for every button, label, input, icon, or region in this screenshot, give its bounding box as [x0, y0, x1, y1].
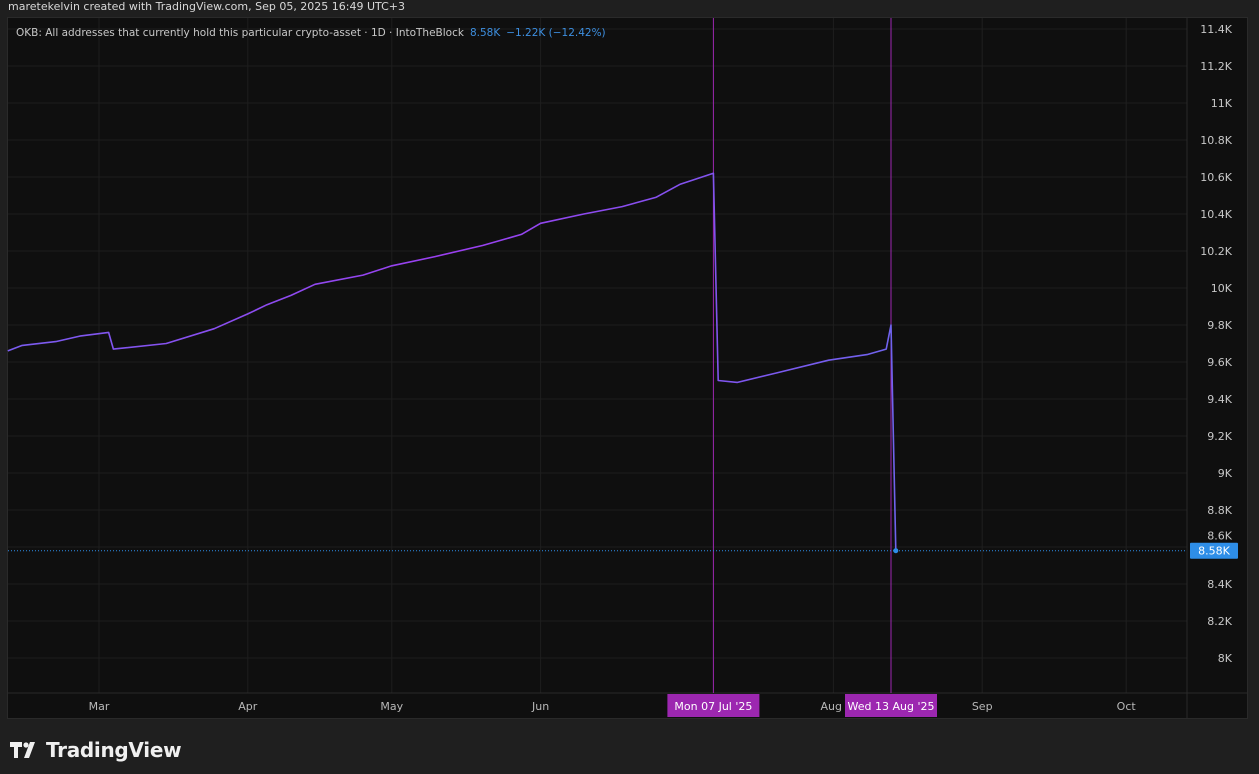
- y-tick-label: 9.2K: [1207, 430, 1232, 443]
- x-tick-label: May: [380, 700, 403, 713]
- tradingview-logo-icon: [10, 742, 35, 758]
- y-tick-label: 9.8K: [1207, 319, 1232, 332]
- series-line: [7, 172, 897, 551]
- last-point-marker: [893, 548, 899, 554]
- y-tick-label: 9.6K: [1207, 356, 1232, 369]
- y-tick-label: 9K: [1218, 467, 1233, 480]
- last-price-badge: [1190, 542, 1238, 559]
- series-legend[interactable]: OKB: All addresses that currently hold t…: [16, 27, 606, 39]
- y-tick-label: 10.4K: [1200, 208, 1232, 221]
- y-tick-label: 11.4K: [1200, 23, 1232, 36]
- legend-last-value: 8.58K: [469, 27, 501, 39]
- y-tick-label: 8.2K: [1207, 615, 1232, 628]
- x-tick-label: Aug: [821, 700, 842, 713]
- tradingview-logo[interactable]: TradingView: [10, 738, 182, 762]
- logo-text: TradingView: [46, 738, 182, 762]
- crosshair-date-badge: [845, 694, 937, 717]
- legend-title: OKB: All addresses that currently hold t…: [16, 27, 464, 39]
- chart-panel[interactable]: [7, 17, 1248, 719]
- y-tick-label: 8K: [1218, 652, 1233, 665]
- y-tick-label: 11.2K: [1200, 60, 1232, 73]
- x-tick-label: Sep: [972, 700, 993, 713]
- x-tick-label: Jun: [531, 700, 549, 713]
- crosshair-date-label: Wed 13 Aug '25: [848, 700, 935, 713]
- y-tick-label: 8.8K: [1207, 504, 1232, 517]
- y-tick-label: 10.2K: [1200, 245, 1232, 258]
- y-tick-label: 10.6K: [1200, 171, 1232, 184]
- y-tick-label: 9.4K: [1207, 393, 1232, 406]
- y-tick-label: 10K: [1211, 282, 1233, 295]
- crosshair-date-badge: [667, 694, 760, 717]
- chart-credit: maretekelvin created with TradingView.co…: [8, 0, 406, 13]
- legend-change: −1.22K (−12.42%): [506, 27, 606, 39]
- x-tick-label: Mar: [89, 700, 110, 713]
- y-tick-label: 8.4K: [1207, 578, 1232, 591]
- last-price-label: 8.58K: [1198, 545, 1230, 558]
- crosshair-date-label: Mon 07 Jul '25: [674, 700, 752, 713]
- y-tick-label: 8.6K: [1207, 530, 1232, 543]
- y-tick-label: 11K: [1211, 97, 1233, 110]
- x-tick-label: Oct: [1117, 700, 1137, 713]
- x-tick-label: Apr: [238, 700, 258, 713]
- y-tick-label: 10.8K: [1200, 134, 1232, 147]
